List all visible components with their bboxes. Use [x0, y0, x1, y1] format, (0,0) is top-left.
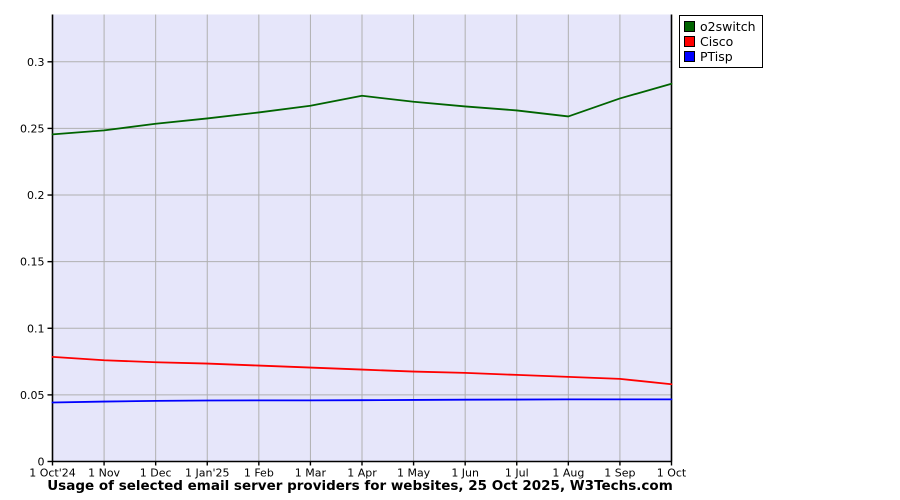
svg-text:1 Oct: 1 Oct — [657, 467, 687, 480]
svg-text:0.3: 0.3 — [27, 56, 45, 69]
svg-text:1 Feb: 1 Feb — [244, 467, 274, 480]
svg-text:1 Oct'24: 1 Oct'24 — [29, 467, 76, 480]
svg-text:0.05: 0.05 — [20, 389, 45, 402]
svg-text:0.1: 0.1 — [27, 322, 45, 335]
svg-text:0.15: 0.15 — [20, 256, 45, 269]
legend-swatch-ptisp — [684, 51, 695, 62]
svg-text:1 Jun: 1 Jun — [451, 467, 479, 480]
legend-label: Cisco — [700, 34, 734, 49]
svg-text:1 Sep: 1 Sep — [604, 467, 635, 480]
svg-text:0.2: 0.2 — [27, 189, 45, 202]
svg-text:1 Dec: 1 Dec — [140, 467, 172, 480]
axis-lines — [51, 14, 673, 463]
legend-label: o2switch — [700, 19, 756, 34]
svg-text:1 Nov: 1 Nov — [88, 467, 120, 480]
x-axis-ticks: 1 Oct'24 1 Nov 1 Dec 1 Jan'25 1 Feb 1 Mar 1 Ap… — [29, 461, 687, 480]
legend-label: PTisp — [700, 49, 733, 64]
legend-swatch-cisco — [684, 36, 695, 47]
legend-item-cisco[interactable]: Cisco — [684, 34, 756, 49]
chart-legend: o2switch Cisco PTisp — [679, 15, 763, 68]
svg-text:1 Aug: 1 Aug — [552, 467, 584, 480]
svg-text:1 Jan'25: 1 Jan'25 — [185, 467, 229, 480]
grid-lines — [52, 14, 672, 462]
legend-item-ptisp[interactable]: PTisp — [684, 49, 756, 64]
svg-text:0.25: 0.25 — [20, 122, 45, 135]
svg-text:1 Apr: 1 Apr — [347, 467, 377, 480]
svg-text:1 Jul: 1 Jul — [505, 467, 529, 480]
series-line-o2switch — [51, 82, 673, 136]
svg-text:1 Mar: 1 Mar — [295, 467, 327, 480]
data-series — [51, 82, 673, 404]
svg-text:1 May: 1 May — [397, 467, 431, 480]
svg-text:0: 0 — [38, 456, 45, 469]
legend-swatch-o2switch — [684, 21, 695, 32]
legend-item-o2switch[interactable]: o2switch — [684, 19, 756, 34]
y-axis-ticks: 0 0.05 0.1 0.15 0.2 0.25 0.3 — [20, 56, 53, 469]
series-line-ptisp — [51, 398, 673, 404]
series-line-cisco — [51, 356, 673, 386]
chart-caption: Usage of selected email server providers… — [47, 478, 673, 494]
